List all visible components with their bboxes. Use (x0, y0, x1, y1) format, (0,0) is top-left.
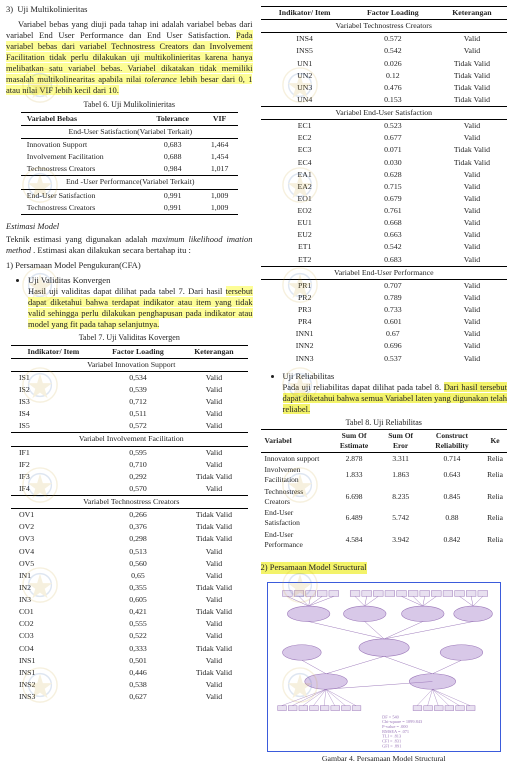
estimasi-para: Teknik estimasi yang digunakan adalah ma… (6, 234, 253, 256)
pm2-header: 2) Persamaan Model Structural (261, 562, 367, 573)
fig4-caption: Gambar 4. Persamaan Model Structural (261, 754, 508, 764)
sec3-title: Uji Multikolinieritas (17, 4, 87, 14)
bullet-validitas: Uji Validitas Konvergen Hasil uji validi… (28, 275, 253, 330)
estimasi-title: Estimasi Model (6, 221, 253, 232)
bullet-reliabilitas: Uji Reliabilitas Pada uji reliabilitas d… (283, 371, 508, 415)
table-7-caption: Tabel 7. Uji Validitas Kovergen (11, 333, 248, 343)
sec3-num: 3) (6, 4, 13, 14)
svg-text:GFI = .891: GFI = .891 (382, 743, 401, 748)
tbl6-body1: Innovation Support0,6831,464Involvement … (21, 139, 238, 176)
sem-diagram: DF = 540 Chi-square = 1099.843 P-value =… (267, 582, 501, 752)
table-8-caption: Tabel 8. Uji Reliabilitas (261, 418, 508, 428)
tbl6-body2: End-User Satisfaction0,9911,009Technostr… (21, 189, 238, 214)
pm1-header: 1) Persamaan Model Pengukuran(CFA) (6, 260, 253, 271)
table-7: Tabel 7. Uji Validitas Kovergen Indikato… (11, 333, 248, 703)
sec3-para: Variabel bebas yang diuji pada tahap ini… (6, 19, 253, 96)
table-8: Tabel 8. Uji Reliabilitas Variabel Sum O… (261, 418, 508, 551)
table-6: Tabel 6. Uji Mulikolinieritas Variabel B… (21, 100, 238, 214)
table-7-cont: Indikator/ Item Factor Loading Keteranga… (261, 6, 508, 365)
table-6-caption: Tabel 6. Uji Mulikolinieritas (21, 100, 238, 110)
